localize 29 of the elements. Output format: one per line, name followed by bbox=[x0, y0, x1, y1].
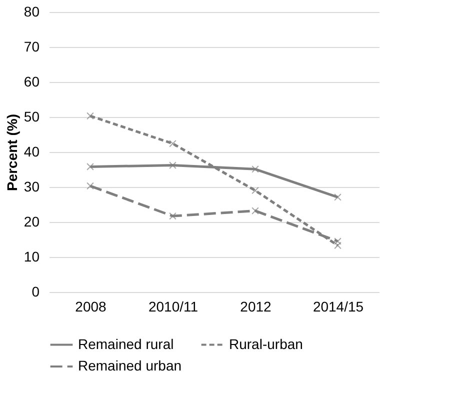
point bbox=[334, 242, 342, 250]
y-tick-label: 0 bbox=[32, 284, 40, 300]
y-tick-label: 40 bbox=[24, 144, 40, 160]
x-tick-label: 2008 bbox=[75, 298, 107, 314]
legend-label: Remained urban bbox=[78, 358, 182, 374]
point bbox=[86, 112, 94, 120]
legend-label: Rural-urban bbox=[229, 336, 303, 352]
point bbox=[252, 207, 259, 214]
point bbox=[86, 182, 94, 190]
x-tick-label: 2014/15 bbox=[312, 298, 364, 314]
y-tick-label: 50 bbox=[24, 108, 40, 124]
y-tick-label: 30 bbox=[24, 178, 40, 194]
point bbox=[169, 162, 176, 169]
legend-label: Remained rural bbox=[78, 336, 174, 352]
point bbox=[252, 165, 259, 173]
point bbox=[334, 193, 342, 201]
y-tick-label: 20 bbox=[24, 214, 40, 230]
y-tick-label: 10 bbox=[24, 248, 40, 264]
y-tick-label: 70 bbox=[24, 38, 40, 54]
x-tick-label: 2012 bbox=[240, 298, 272, 314]
point bbox=[86, 163, 94, 170]
point bbox=[169, 140, 176, 148]
point bbox=[334, 238, 342, 245]
point bbox=[169, 212, 176, 220]
point bbox=[252, 186, 259, 194]
x-tick-label: 2010/11 bbox=[148, 298, 198, 314]
y-tick-label: 60 bbox=[24, 74, 40, 90]
y-tick-label: 80 bbox=[24, 4, 40, 20]
y-axis-title: Percent (%) bbox=[4, 114, 20, 192]
